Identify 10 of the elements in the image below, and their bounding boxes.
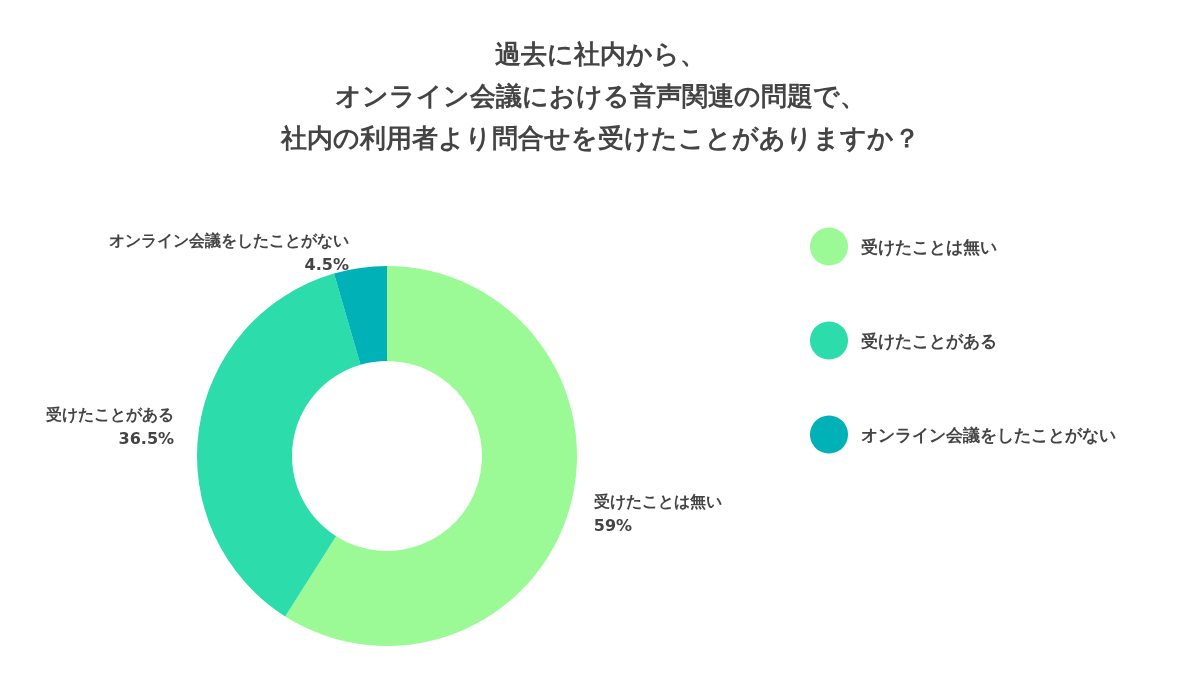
- slice-label: オンライン会議をしたことがない: [108, 230, 349, 250]
- data-label: 36.5%: [118, 429, 175, 449]
- data-label: 4.5%: [304, 254, 349, 274]
- legend-label: 受けたことは無い: [861, 236, 997, 257]
- slice-label: 受けたことは無い: [592, 491, 722, 511]
- chart-title: 過去に社内から、オンライン会議における音声関連の問題で、社内の利用者より問合せを受けたことがありますか？: [279, 39, 920, 153]
- legend-label: 受けたことがある: [861, 330, 997, 351]
- slice-label: 受けたことがある: [45, 405, 175, 425]
- data-label: 59%: [593, 515, 633, 535]
- legend-label: オンライン会議をしたことがない: [861, 424, 1116, 445]
